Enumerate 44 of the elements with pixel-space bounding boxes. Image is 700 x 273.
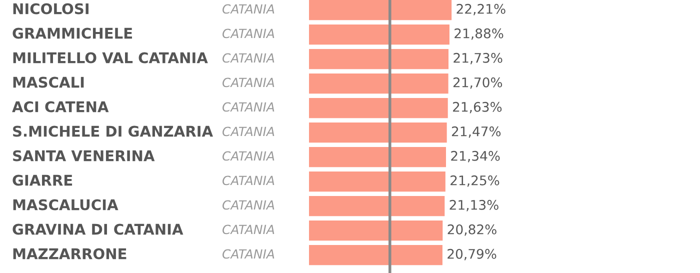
- bar: [309, 0, 452, 20]
- data-label: 21,34%: [451, 150, 500, 162]
- data-label: 22,21%: [456, 4, 506, 16]
- data-label: 20,79%: [448, 248, 496, 260]
- y-tick-label: MASCALUCIA: [13, 199, 118, 210]
- y-tick-label: MASCALI: [13, 76, 84, 88]
- y-tick-label: NICOLOSI: [13, 3, 88, 14]
- bar: [309, 172, 446, 192]
- text: CATANIA: [222, 151, 274, 161]
- bar: [309, 74, 448, 94]
- y-tick-label: S.MICHELE DI GANZARIA: [13, 126, 213, 137]
- bar: [309, 147, 446, 168]
- bar: [309, 24, 450, 45]
- data-label: 21,70%: [453, 77, 502, 89]
- y-tick-label: ACI CATENA: [12, 101, 109, 112]
- text: CATANIA: [222, 224, 274, 234]
- data-label: 20,82%: [448, 224, 496, 236]
- text: CATANIA: [222, 249, 274, 259]
- data-label: 21,47%: [452, 126, 501, 138]
- data-label: 21,25%: [450, 175, 500, 187]
- y-tick-label: MAZZARRONE: [13, 248, 126, 260]
- y-tick-label: SANTA VENERINA: [13, 150, 155, 162]
- bar: [309, 220, 443, 241]
- data-label: 21,13%: [450, 200, 498, 212]
- text: CATANIA: [222, 102, 274, 112]
- y-tick-label: MILITELLO VAL CATANIA: [13, 52, 208, 64]
- text: CATANIA: [222, 78, 274, 88]
- bar: [309, 98, 448, 118]
- text: CATANIA: [222, 28, 274, 38]
- bar: [309, 49, 448, 70]
- data-label: 21,73%: [454, 52, 502, 64]
- text: CATANIA: [222, 4, 274, 14]
- y-tick-label: GRAMMICHELE: [12, 28, 132, 39]
- text: CATANIA: [222, 176, 274, 186]
- bar: [309, 196, 445, 216]
- data-label: 21,63%: [452, 102, 502, 114]
- text: CATANIA: [222, 200, 274, 210]
- y-tick-label: GIARRE: [12, 174, 72, 186]
- y-tick-label: GRAVINA DI CATANIA: [12, 224, 184, 235]
- text: CATANIA: [222, 126, 274, 136]
- data-label: 21,88%: [454, 28, 504, 40]
- bar: [309, 245, 442, 266]
- bar: [309, 122, 447, 143]
- text: CATANIA: [222, 53, 274, 63]
